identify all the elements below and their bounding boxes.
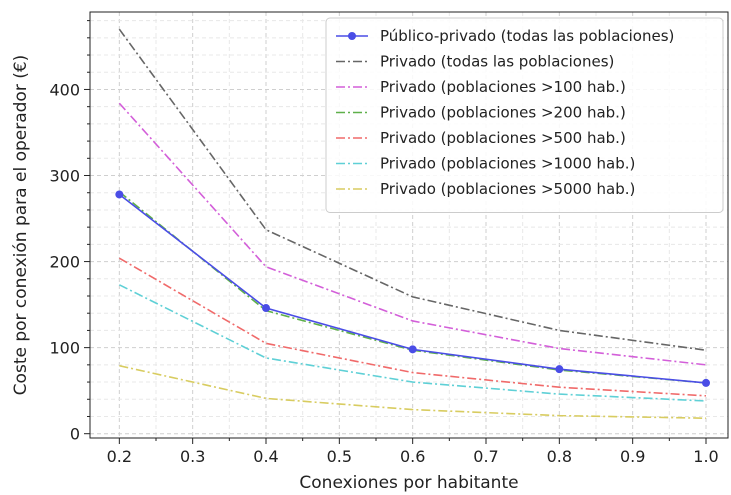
x-tick-label: 0.7 — [473, 447, 498, 466]
series-line — [118, 28, 707, 352]
x-tick-label: 0.9 — [620, 447, 645, 466]
legend-label: Privado (poblaciones >200 hab.) — [380, 104, 626, 122]
x-tick-label: 1.0 — [693, 447, 718, 466]
data-point — [115, 190, 124, 199]
series-line — [118, 284, 707, 402]
x-axis-label: Conexiones por habitante — [299, 473, 518, 493]
x-tick-label: 0.8 — [547, 447, 572, 466]
x-tick-label: 0.4 — [253, 447, 278, 466]
legend-marker — [348, 32, 356, 40]
plot-frame — [89, 11, 729, 439]
series-line — [119, 364, 707, 420]
data-point — [702, 378, 710, 387]
y-axis-label: Coste por conexión para el operador (€) — [11, 55, 31, 396]
y-tick-label: 100 — [49, 339, 80, 358]
legend-label: Público-privado (todas las poblaciones) — [380, 27, 674, 45]
ticks: 0.2 0.3 0.4 0.5 0.6 0.7 0.8 0.9 1.0 0 100 200 300 400 — [49, 20, 719, 466]
legend: Público-privado (todas las poblaciones) P… — [325, 17, 724, 213]
series-line — [118, 102, 707, 366]
legend-label: Privado (poblaciones >100 hab.) — [380, 78, 626, 96]
y-tick-label: 200 — [49, 253, 80, 272]
x-tick-label: 0.3 — [180, 447, 205, 466]
y-tick-label: 400 — [49, 80, 80, 99]
series-group — [115, 28, 710, 420]
data-point — [408, 345, 417, 354]
legend-box — [325, 17, 724, 213]
y-tick-label: 0 — [70, 425, 80, 444]
legend-label: Privado (poblaciones >1000 hab.) — [380, 155, 635, 173]
legend-label: Privado (todas las poblaciones) — [380, 53, 614, 71]
series-line — [118, 257, 707, 397]
x-tick-label: 0.2 — [107, 447, 132, 466]
x-tick-label: 0.6 — [400, 447, 425, 466]
legend-label: Privado (poblaciones >5000 hab.) — [380, 180, 635, 198]
y-tick-label: 300 — [49, 167, 80, 186]
x-tick-label: 0.5 — [327, 447, 352, 466]
data-point — [555, 365, 564, 374]
data-point — [262, 304, 270, 313]
legend-label: Privado (poblaciones >500 hab.) — [380, 129, 626, 147]
